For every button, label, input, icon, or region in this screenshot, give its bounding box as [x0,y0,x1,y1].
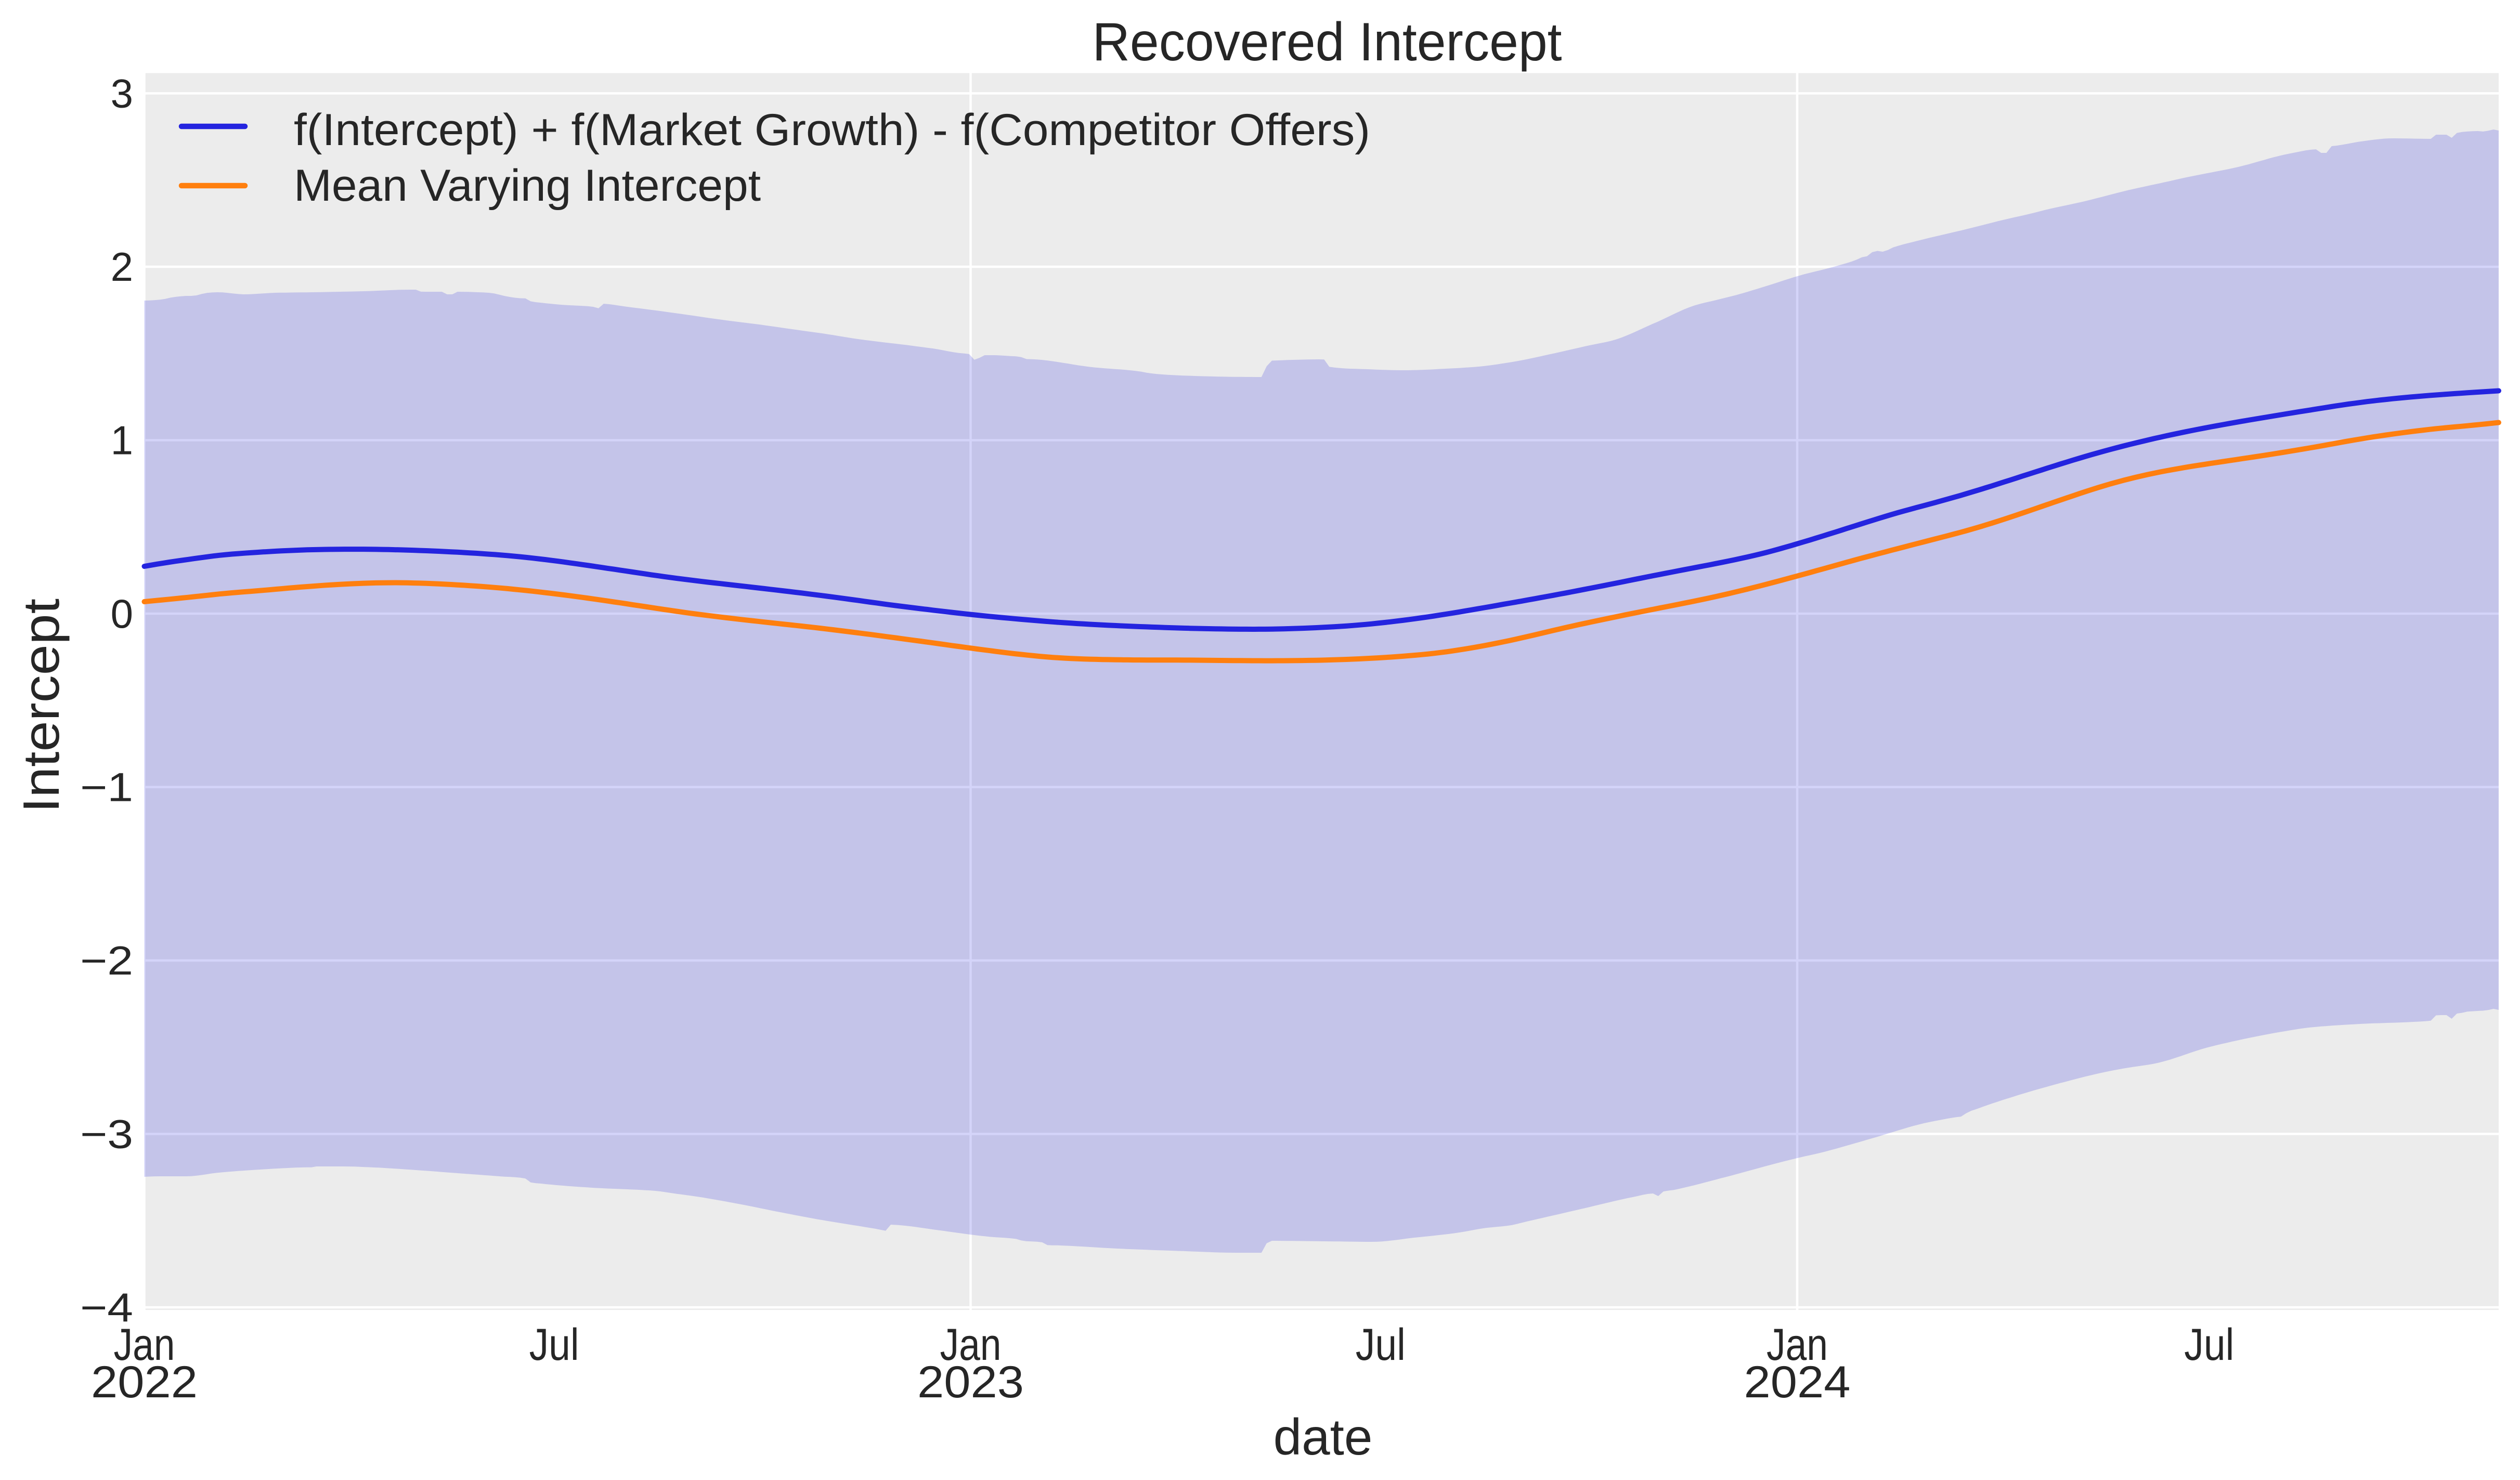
svg-text:date: date [1274,1408,1373,1465]
svg-text:f(Intercept) + f(Market Growth: f(Intercept) + f(Market Growth) - f(Comp… [294,105,1370,155]
svg-text:1: 1 [111,418,133,463]
svg-text:2023: 2023 [917,1357,1024,1407]
svg-text:Jan: Jan [114,1320,175,1370]
svg-text:Jan: Jan [1766,1320,1828,1370]
svg-text:−2: −2 [80,938,133,983]
svg-text:Mean Varying Intercept: Mean Varying Intercept [294,161,761,211]
svg-text:Intercept: Intercept [12,599,70,813]
svg-text:2022: 2022 [91,1357,198,1407]
svg-text:−3: −3 [80,1111,133,1157]
svg-text:0: 0 [111,591,133,637]
svg-text:Jul: Jul [529,1320,579,1370]
svg-text:−1: −1 [80,764,133,810]
svg-text:Jul: Jul [1356,1320,1406,1370]
svg-text:−4: −4 [80,1284,133,1330]
svg-text:2: 2 [111,244,133,290]
svg-text:3: 3 [111,71,133,116]
svg-text:Jul: Jul [2184,1320,2234,1370]
svg-text:2024: 2024 [1744,1357,1851,1407]
svg-text:Recovered Intercept: Recovered Intercept [1093,12,1562,72]
svg-text:Jan: Jan [940,1320,1002,1370]
